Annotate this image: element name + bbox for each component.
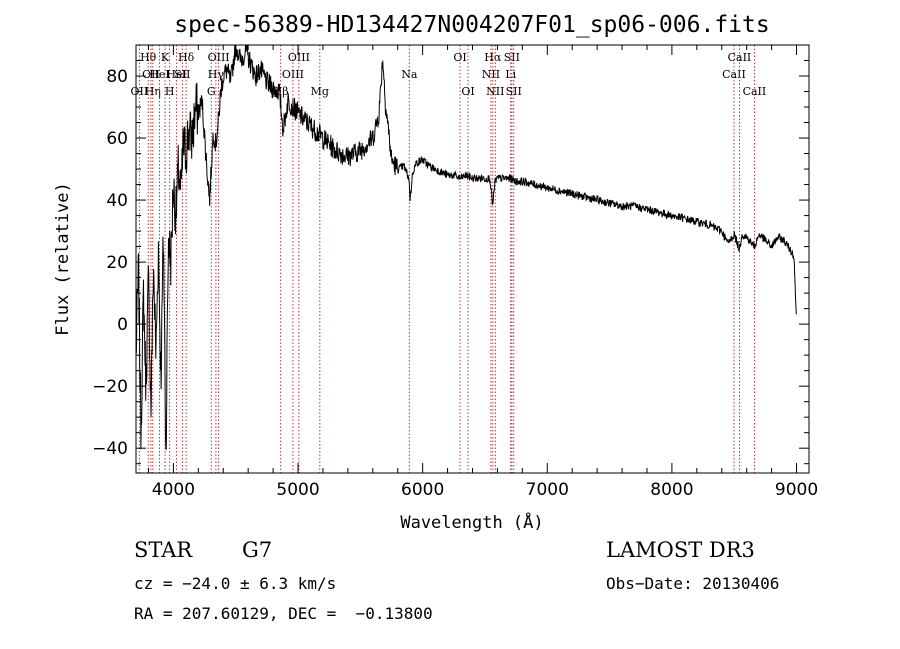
x-tick-label: 9000 (775, 480, 818, 500)
spectral-line-label: OI (453, 51, 466, 64)
y-tick-label: −20 (92, 377, 128, 397)
x-tick-label: 7000 (526, 480, 569, 500)
spectral-line-label: K (161, 51, 170, 64)
spectral-line-label: Hα (484, 51, 502, 64)
spectral-line-label: G (207, 85, 216, 98)
spectral-line-label: OII (142, 68, 160, 81)
spectral-line-label: OIII (208, 51, 230, 64)
spectral-line-label: Hδ (178, 51, 195, 64)
axis-ticks: 4000 5000 6000 7000 8000 9000 −40 −20 0 20 40 60 80 (92, 44, 818, 500)
object-class: STAR (134, 538, 193, 562)
spectral-line-label: OIII (288, 51, 310, 64)
spectral-line-label: Hγ (208, 68, 225, 81)
y-tick-label: 0 (117, 315, 128, 335)
spectral-line-label: Li (505, 68, 516, 81)
y-tick-label: 60 (106, 129, 128, 149)
spectral-line-label: HeI (166, 68, 186, 81)
spectral-line-label: OIII (282, 68, 304, 81)
x-tick-label: 4000 (152, 480, 195, 500)
spectral-line-label: NII (482, 68, 500, 81)
spectral-line-markers: OIIHθOIIHηHeIKHHeISIIHδGHγOIIIHβOIIIOIII… (131, 45, 767, 473)
ra-dec-coordinates: RA = 207.60129, DEC = −0.13800 (134, 604, 433, 623)
chart-title: spec-56389-HD134427N004207F01_sp06-006.f… (174, 12, 769, 38)
redshift-cz: cz = −24.0 ± 6.3 km/s (134, 574, 337, 593)
observation-date: Obs−Date: 20130406 (606, 574, 780, 593)
spectral-line-label: CaII (728, 51, 752, 64)
y-tick-label: −40 (92, 439, 128, 459)
spectrum-series-line (135, 44, 797, 450)
x-tick-label: 6000 (401, 480, 444, 500)
spectral-line-label: SII (504, 51, 520, 64)
spectral-line-label: Hη (145, 85, 161, 98)
spectral-line-label: NII (486, 85, 504, 98)
spectral-line-label: SII (174, 68, 190, 81)
x-tick-label: 8000 (650, 480, 693, 500)
x-axis-label: Wavelength (Å) (400, 511, 543, 533)
spectral-line-label: OI (461, 85, 474, 98)
y-tick-label: 40 (106, 191, 128, 211)
spectral-line-label: SII (506, 85, 522, 98)
spectral-line-label: Hθ (140, 51, 157, 64)
spectral-line-label: Na (401, 68, 418, 81)
survey-name: LAMOST DR3 (606, 538, 755, 562)
object-subclass: G7 (242, 538, 273, 562)
y-axis-label: Flux (relative) (53, 182, 73, 336)
plot-frame (135, 44, 810, 474)
spectral-line-label: CaII (722, 68, 746, 81)
y-tick-label: 20 (106, 253, 128, 273)
y-tick-label: 80 (106, 67, 128, 87)
x-tick-label: 5000 (276, 480, 319, 500)
spectral-line-label: CaII (743, 85, 767, 98)
spectral-line-label: H (165, 85, 175, 98)
spectral-line-label: Mg (311, 85, 329, 98)
